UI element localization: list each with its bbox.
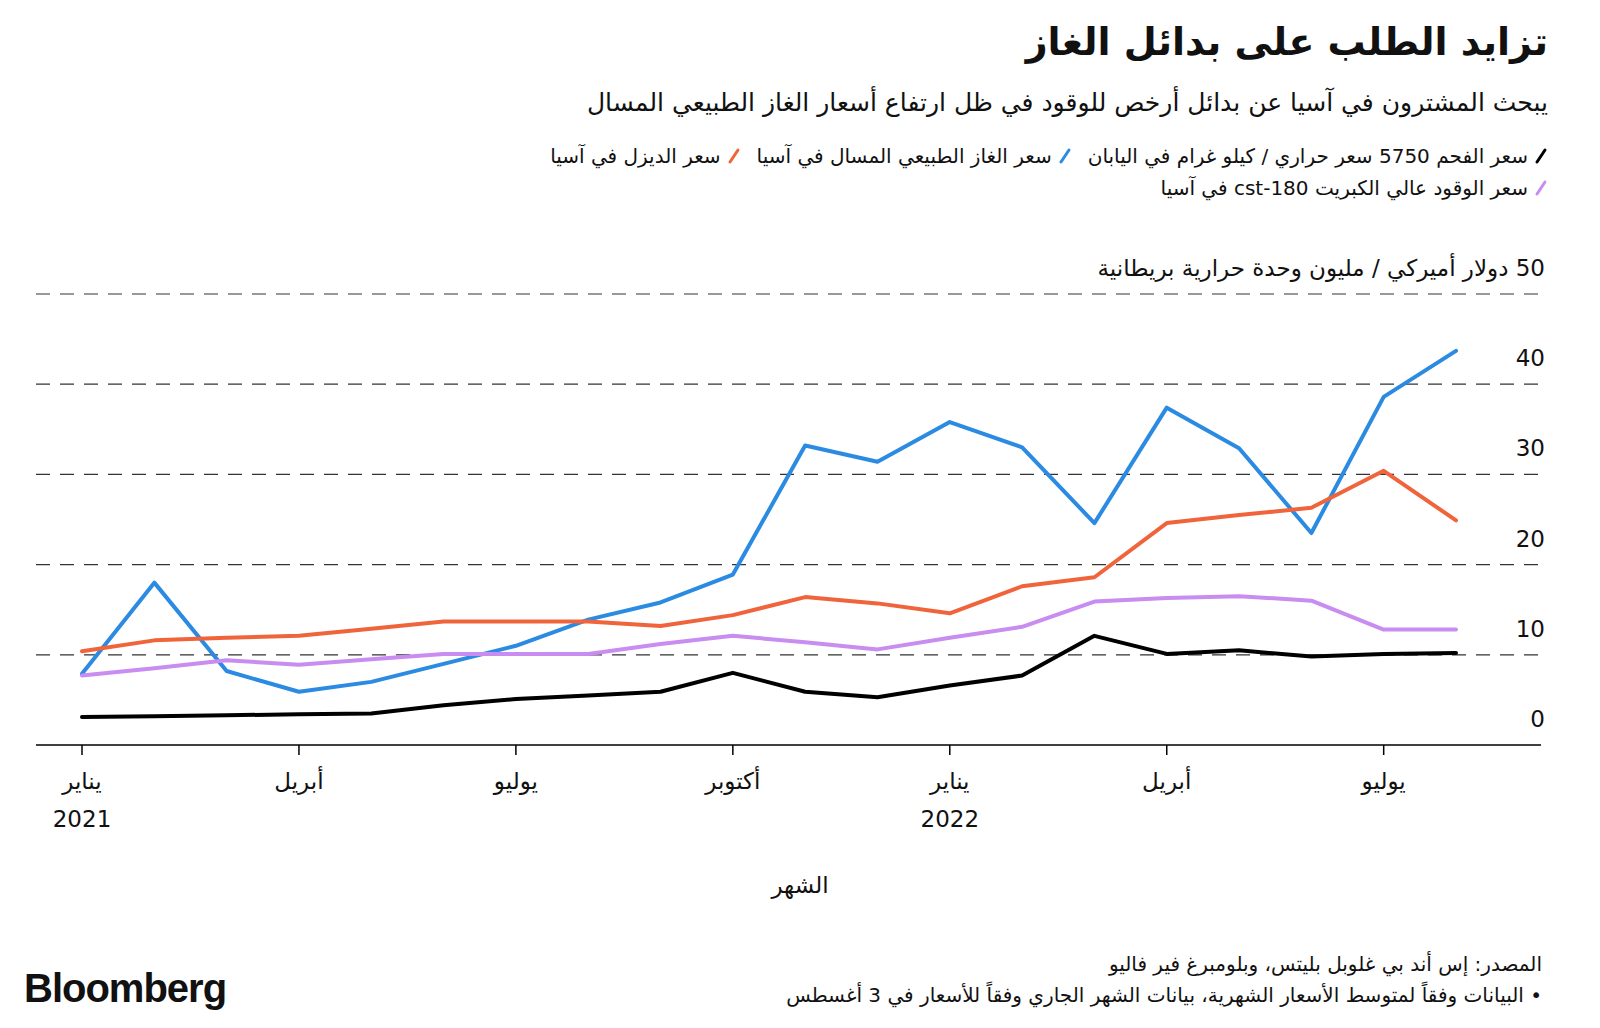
- baseline: [36, 744, 1541, 746]
- subtitle: يبحث المشترون في آسيا عن بدائل أرخص للوق…: [587, 88, 1548, 117]
- y-tick-label: 40: [1516, 344, 1545, 372]
- legend-item: سعر الفحم 5750 سعر حراري / كيلو غرام في …: [1088, 144, 1548, 168]
- legend-swatch: [1537, 182, 1545, 194]
- x-tick: [732, 745, 734, 755]
- x-tick-label: أبريل: [1142, 762, 1191, 800]
- y-tick-label: 30: [1516, 434, 1545, 462]
- legend-label: سعر الفحم 5750 سعر حراري / كيلو غرام في …: [1088, 144, 1528, 168]
- legend-label: سعر الغاز الطبيعي المسال في آسيا: [757, 144, 1052, 168]
- legend-row: سعر الفحم 5750 سعر حراري / كيلو غرام في …: [534, 140, 1548, 172]
- page: تزايد الطلب على بدائل الغاز يبحث المشترون…: [0, 0, 1600, 1028]
- y-tick-label: 50 دولار أميركي / مليون وحدة حرارية بريط…: [1097, 254, 1545, 282]
- x-tick-label: أكتوبر: [705, 762, 760, 800]
- legend-item: سعر الديزل في آسيا: [550, 144, 740, 168]
- legend-swatch: [730, 150, 738, 162]
- x-tick: [1383, 745, 1385, 755]
- series-line: [82, 636, 1456, 717]
- series-line: [82, 596, 1456, 675]
- x-axis-title: الشهر: [771, 872, 828, 898]
- series-group: [82, 351, 1456, 717]
- grid-line: [36, 384, 1541, 385]
- x-tick-label: أبريل: [274, 762, 323, 800]
- legend: سعر الفحم 5750 سعر حراري / كيلو غرام في …: [534, 140, 1548, 204]
- x-tick-label: يناير 2021: [53, 762, 112, 838]
- x-tick-label: يوليو: [494, 762, 538, 800]
- x-tick: [1166, 745, 1168, 755]
- x-tick-label: يوليو: [1362, 762, 1406, 800]
- legend-label: سعر الوقود عالي الكبريت cst-180 في آسيا: [1161, 176, 1528, 200]
- grid-line: [36, 564, 1541, 565]
- legend-swatch: [1537, 150, 1545, 162]
- legend-marker: [1058, 146, 1072, 166]
- note: • البيانات وفقاً لمتوسط الأسعار الشهرية،…: [786, 983, 1542, 1007]
- title: تزايد الطلب على بدائل الغاز: [1026, 20, 1548, 64]
- x-tick: [81, 745, 83, 755]
- x-tick: [298, 745, 300, 755]
- legend-swatch: [1061, 150, 1069, 162]
- legend-item: سعر الغاز الطبيعي المسال في آسيا: [757, 144, 1072, 168]
- brand-logo: Bloomberg: [24, 966, 226, 1011]
- legend-marker: [727, 146, 741, 166]
- legend-label: سعر الديزل في آسيا: [550, 144, 720, 168]
- legend-marker: [1534, 146, 1548, 166]
- legend-item: سعر الوقود عالي الكبريت cst-180 في آسيا: [1161, 176, 1548, 200]
- x-tick-label: يناير 2022: [921, 762, 980, 838]
- series-line: [82, 471, 1456, 651]
- source: المصدر: إس أند بي غلوبل بليتس، وبلومبرغ …: [1109, 952, 1542, 976]
- grid-line: [36, 293, 1541, 294]
- y-tick-label: 10: [1516, 615, 1545, 643]
- series-line: [82, 351, 1456, 692]
- x-tick: [515, 745, 517, 755]
- legend-marker: [1534, 178, 1548, 198]
- y-tick-label: 0: [1530, 705, 1545, 733]
- x-tick: [949, 745, 951, 755]
- y-tick-label: 20: [1516, 525, 1545, 553]
- legend-row: سعر الوقود عالي الكبريت cst-180 في آسيا: [534, 172, 1548, 204]
